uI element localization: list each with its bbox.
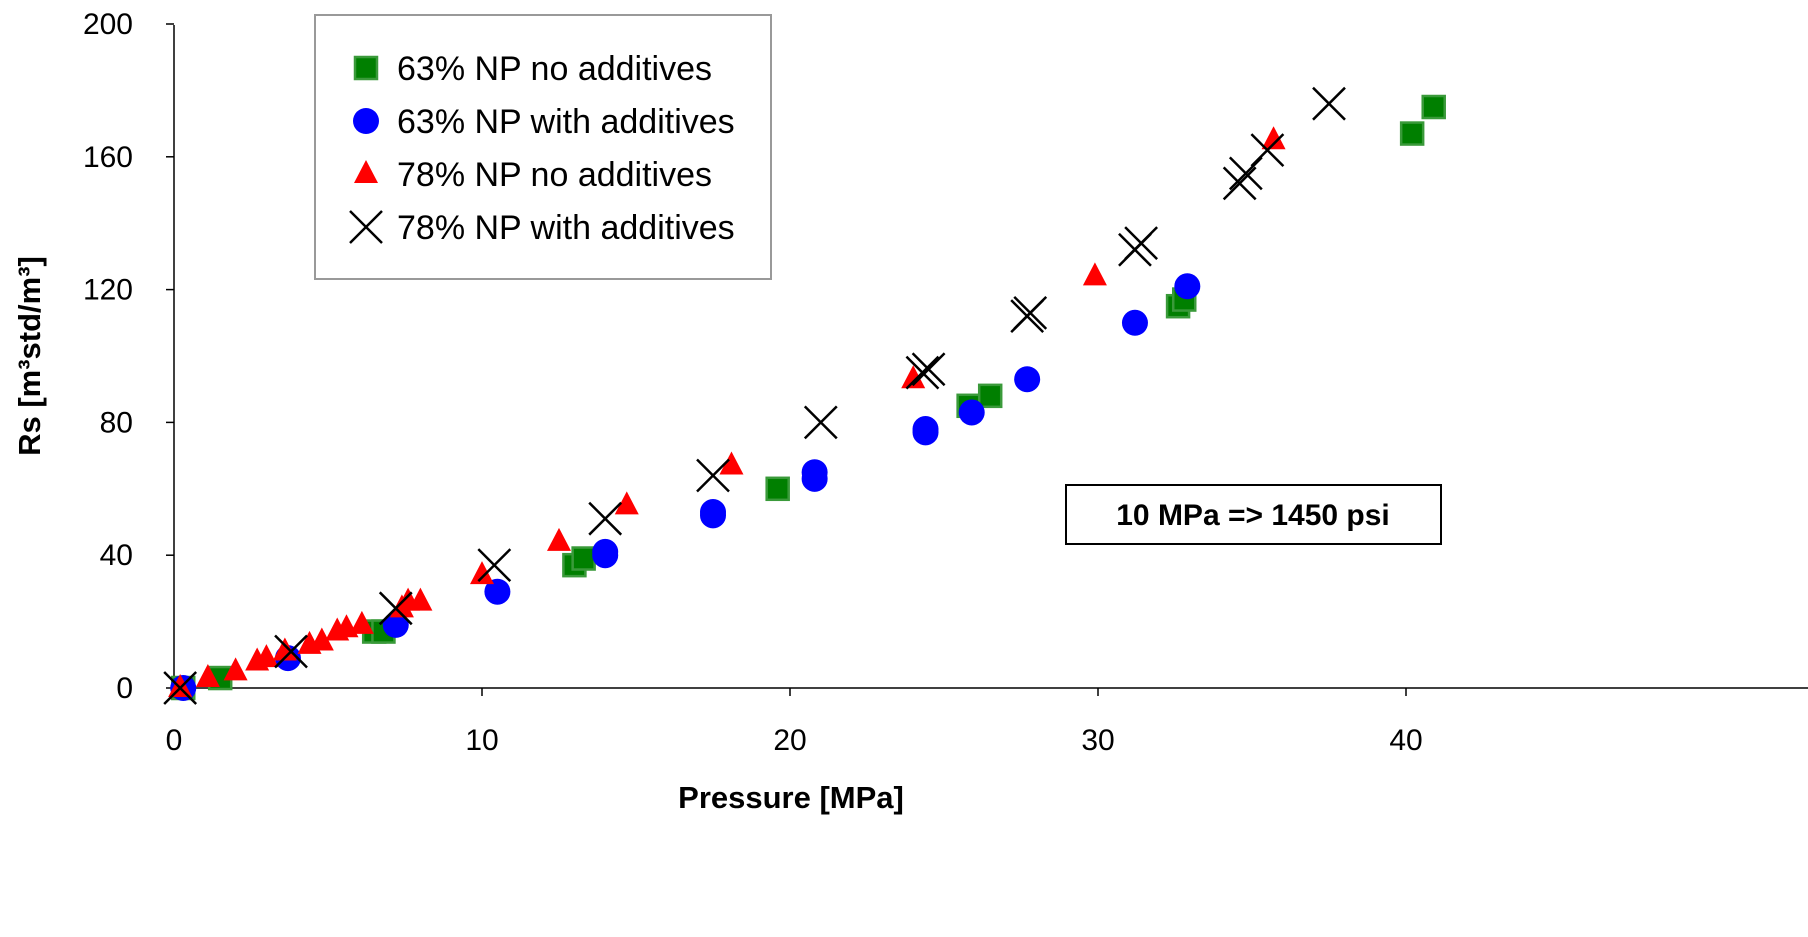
data-point [168,674,193,697]
data-point [1121,309,1148,336]
x-axis-title: Pressure [MPa] [678,780,904,815]
legend-label: 63% NP with additives [397,103,735,141]
data-point [1222,166,1257,201]
data-point [977,383,1003,409]
series-3 [168,126,1286,697]
y-tick-label: 80 [100,406,133,439]
y-tick-label: 120 [83,274,133,307]
legend-label: 78% NP no additives [397,156,712,194]
legend: 63% NP no additives 63% NP with additives… [314,14,772,280]
legend-marker [353,55,379,81]
data-point [719,451,744,475]
x-tick-label: 20 [773,724,806,757]
legend-marker [353,108,379,134]
legend-items: 63% NP no additives 63% NP with additives… [349,50,735,247]
data-point [1013,295,1048,330]
data-point [408,587,433,611]
data-point [484,578,511,605]
data-point [1312,86,1346,121]
data-point [571,546,596,571]
data-point [801,459,828,486]
legend-item: 63% NP with additives [353,103,735,141]
legend-label: 78% NP with additives [397,209,735,247]
data-point [1014,366,1041,393]
data-point [309,627,334,651]
data-point [1421,94,1446,120]
legend-marker [354,160,378,183]
data-point [700,499,726,526]
data-point [272,637,297,661]
x-tick-label: 10 [465,724,498,757]
data-point [696,458,730,493]
legend-item: 78% NP no additives [354,156,712,194]
data-point [1174,273,1201,300]
y-tick-label: 200 [83,8,133,41]
legend-label: 63% NP no additives [397,50,712,88]
data-point [1261,126,1286,150]
y-ticks: 0 40 80 120 160 200 [83,8,174,705]
data-point [911,352,946,387]
data-point [378,591,413,626]
data-point [588,501,623,536]
data-point [912,416,939,443]
series-2 [170,273,1201,701]
data-point [382,611,409,638]
data-point [470,561,494,585]
legend-marker [349,210,383,244]
data-point [274,634,308,669]
x-ticks: 0 10 20 30 40 [166,688,1423,757]
y-tick-label: 0 [116,672,133,705]
data-point [254,644,279,668]
x-tick-label: 40 [1389,724,1422,757]
data-point [349,610,374,634]
axes [173,25,1808,689]
data-point [1399,121,1425,146]
data-point [477,548,512,583]
x-tick-label: 0 [166,724,183,757]
series-4 [163,86,1346,705]
legend-box [314,14,772,280]
data-point [592,538,619,565]
data-point [614,491,639,515]
annotation-text: 10 MPa => 1450 psi [1116,499,1390,532]
data-point [223,657,248,681]
y-tick-label: 160 [83,141,133,174]
data-point [1250,133,1285,168]
data-point [1124,226,1159,261]
data-point [901,365,926,389]
data-point [1082,262,1107,286]
annotation-frame [1065,484,1442,545]
data-point [765,476,790,502]
x-tick-label: 30 [1081,724,1114,757]
legend-item: 63% NP no additives [353,50,712,88]
data-point [803,405,838,440]
legend-item: 78% NP with additives [349,209,735,247]
data-point [163,671,198,705]
y-axis-title: Rs [m³std/m³] [12,256,47,456]
series-layer [163,86,1446,705]
data-point [958,399,985,426]
y-tick-label: 40 [100,539,133,572]
data-point [195,664,220,688]
data-point [547,527,571,551]
annotation-box: 10 MPa => 1450 psi [1065,484,1442,545]
data-point [905,355,940,390]
